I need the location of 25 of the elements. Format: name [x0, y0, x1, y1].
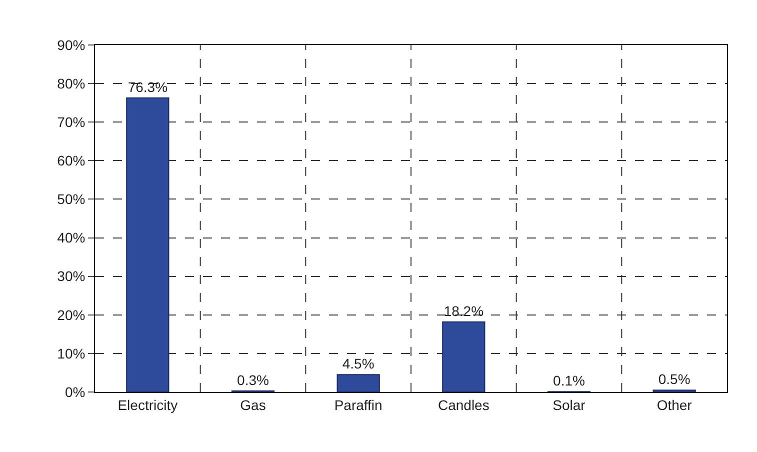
y-tick-label: 80% [57, 75, 86, 92]
y-tick-label: 0% [64, 384, 86, 400]
data-label: 0.3% [237, 372, 269, 388]
data-label: 0.1% [553, 372, 585, 389]
data-label: 0.5% [658, 371, 690, 388]
y-tick-label: 20% [57, 306, 86, 323]
x-tick-label: Gas [240, 396, 266, 413]
y-tick-label: 90% [57, 36, 86, 53]
x-tick-label: Electricity [118, 396, 178, 413]
data-label: 4.5% [342, 356, 374, 372]
y-tick-label: 60% [57, 152, 86, 169]
bar [126, 97, 170, 392]
y-tick-label: 50% [57, 191, 86, 208]
y-tick-label: 30% [57, 268, 86, 284]
y-tick-label: 40% [57, 230, 86, 246]
data-label: 76.3% [128, 78, 168, 95]
y-tick-label: 10% [57, 345, 86, 362]
data-label: 18.2% [444, 302, 484, 319]
x-tick-label: Solar [552, 396, 586, 413]
bar [442, 321, 486, 392]
y-tick-label: 70% [57, 114, 86, 130]
bar [336, 374, 380, 392]
x-tick-label: Candles [438, 396, 490, 413]
x-tick-label: Paraffin [334, 396, 382, 413]
x-tick-label: Other [656, 396, 692, 413]
